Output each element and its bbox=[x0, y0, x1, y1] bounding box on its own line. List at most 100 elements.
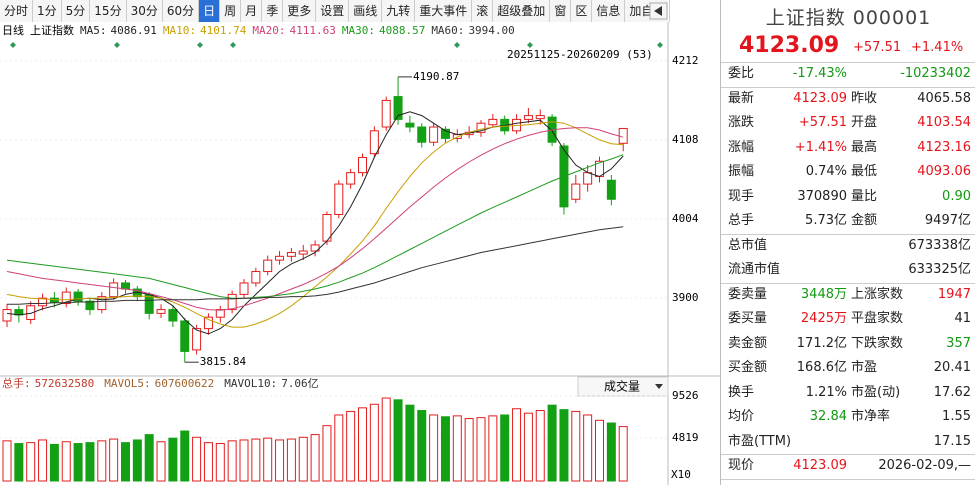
divider bbox=[721, 283, 975, 284]
quote-value: 2026-02-09,— bbox=[878, 458, 971, 473]
period-tab[interactable]: 画线 bbox=[349, 0, 383, 22]
period-tab[interactable]: 季 bbox=[262, 0, 284, 22]
candle-body bbox=[2, 309, 12, 322]
quote-value: -10233402 bbox=[900, 66, 971, 81]
toolbar-nav[interactable] bbox=[649, 2, 668, 20]
high-annotation: 4190.87 bbox=[413, 70, 459, 83]
candle-body bbox=[405, 122, 415, 128]
volume-bar bbox=[583, 414, 593, 482]
period-tab[interactable]: 重大事件 bbox=[415, 0, 473, 22]
candle-body bbox=[192, 328, 202, 351]
volume-legend: 总手: 572632580 MAVOL5: 607600622 MAVOL10: 7.06… bbox=[2, 376, 319, 390]
period-tab[interactable]: 5分 bbox=[62, 0, 91, 22]
quote-label: 总手 bbox=[728, 213, 755, 228]
candle-body bbox=[275, 255, 285, 261]
volume-bars bbox=[2, 397, 628, 482]
volume-bar bbox=[381, 397, 391, 482]
chart-legend: 日线 上证指数 MA5: 4086.91 MA10: 4101.74 MA20: 4111.6… bbox=[2, 23, 515, 37]
quote-label: 流通市值 bbox=[728, 262, 781, 277]
volume-selector[interactable]: 成交量 bbox=[577, 376, 669, 397]
candle-body bbox=[227, 293, 237, 311]
quote-row: 振幅 0.74% 最低 4093.06 bbox=[721, 160, 975, 184]
quote-pct: +1.41% bbox=[911, 40, 964, 55]
candle-body bbox=[393, 96, 403, 120]
quote-label: 振幅 bbox=[728, 164, 755, 179]
candle-body bbox=[476, 122, 486, 133]
quote-change: +57.51 bbox=[853, 40, 902, 55]
ma-value: 3994.00 bbox=[468, 24, 514, 37]
volume-bar bbox=[535, 410, 545, 482]
quote-value: 673338亿 bbox=[908, 237, 971, 253]
volume-bar bbox=[61, 441, 71, 482]
period-tab[interactable]: 日 bbox=[199, 0, 221, 22]
candle-body bbox=[121, 282, 130, 290]
period-tab[interactable]: 窗 bbox=[550, 0, 572, 22]
volume-bar bbox=[606, 422, 616, 482]
period-tab[interactable]: 分时 bbox=[0, 0, 34, 22]
quote-panel: 上证指数 000001 4123.09 +57.51 +1.41% 委比 -17.… bbox=[720, 0, 975, 485]
volume-bar bbox=[121, 442, 130, 482]
period-tab[interactable]: 区 bbox=[571, 0, 593, 22]
quote-value: 17.62 bbox=[933, 384, 971, 400]
quote-label: 现手 bbox=[728, 188, 755, 204]
ma-label: MA30: bbox=[342, 24, 375, 37]
quote-row: 委比 -17.43% -10233402 bbox=[721, 62, 975, 86]
volume-bar bbox=[417, 410, 427, 482]
volume-bar bbox=[369, 403, 379, 482]
volume-bar bbox=[571, 410, 581, 482]
period-tab[interactable]: 滚 bbox=[472, 0, 494, 22]
quote-label: 市盈 bbox=[851, 360, 878, 375]
ma-line bbox=[6, 127, 624, 311]
quote-row: 现价 4123.09 2026-02-09,— bbox=[721, 454, 975, 478]
candle-body bbox=[381, 99, 391, 128]
period-tab[interactable]: 30分 bbox=[127, 0, 163, 22]
quote-label: 现价 bbox=[728, 458, 755, 473]
period-tab[interactable]: 更多 bbox=[283, 0, 317, 22]
quote-label: 昨收 bbox=[851, 90, 878, 106]
volume-bar bbox=[334, 414, 344, 482]
kline-chart: 日线 上证指数 MA5: 4086.91 MA10: 4101.74 MA20: 4111.6… bbox=[0, 2, 720, 485]
volume-bar bbox=[488, 415, 498, 482]
period-tab[interactable]: 60分 bbox=[163, 0, 200, 22]
candle-body bbox=[73, 291, 83, 302]
period-tab[interactable]: 超级叠加 bbox=[493, 0, 551, 22]
volume-bar bbox=[180, 430, 190, 482]
period-tab[interactable]: 月 bbox=[241, 0, 263, 22]
quote-value: 2425万 bbox=[800, 311, 847, 326]
volume-bar bbox=[97, 440, 107, 482]
volume-bar bbox=[73, 443, 83, 482]
period-tab[interactable]: 信息 bbox=[592, 0, 626, 22]
candle-body bbox=[618, 127, 628, 144]
quote-row: 涨幅 +1.41% 最高 4123.16 bbox=[721, 136, 975, 160]
quote-value: 32.84 bbox=[809, 409, 847, 424]
quote-label: 换手 bbox=[728, 384, 755, 400]
low-annotation: 3815.84 bbox=[200, 355, 247, 368]
candle-body bbox=[369, 130, 379, 155]
date-range: 20251125-20260209 (53) bbox=[507, 48, 653, 61]
candle-body bbox=[334, 183, 344, 215]
quote-row: 涨跌 +57.51 开盘 4103.54 bbox=[721, 111, 975, 135]
period-tab[interactable]: 1分 bbox=[33, 0, 62, 22]
candle-body bbox=[429, 126, 439, 143]
quote-value: 1.21% bbox=[805, 384, 847, 400]
quote-value: 1947 bbox=[937, 286, 971, 302]
ma-label: MA5: bbox=[80, 24, 107, 37]
volume-bar bbox=[346, 410, 356, 482]
quote-label: 量比 bbox=[851, 188, 878, 204]
volume-bar bbox=[132, 439, 142, 482]
period-tab[interactable]: 九转 bbox=[382, 0, 416, 22]
period-tab[interactable]: 周 bbox=[220, 0, 242, 22]
quote-value: 4123.09 bbox=[793, 90, 847, 106]
volume-selector-label: 成交量 bbox=[604, 379, 640, 394]
volume-bar bbox=[559, 409, 569, 482]
period-tab[interactable]: 15分 bbox=[90, 0, 127, 22]
period-tab[interactable]: 设置 bbox=[316, 0, 350, 22]
candle-body bbox=[358, 156, 367, 174]
quote-title: 上证指数 000001 bbox=[765, 7, 932, 29]
quote-label: 市盈(TTM) bbox=[728, 433, 792, 449]
volume-bar bbox=[547, 404, 557, 482]
quote-price: 4123.09 bbox=[739, 33, 840, 58]
candle-body bbox=[263, 259, 273, 273]
y-tick-label: 4212 bbox=[672, 54, 699, 67]
volume-bar bbox=[192, 436, 202, 482]
